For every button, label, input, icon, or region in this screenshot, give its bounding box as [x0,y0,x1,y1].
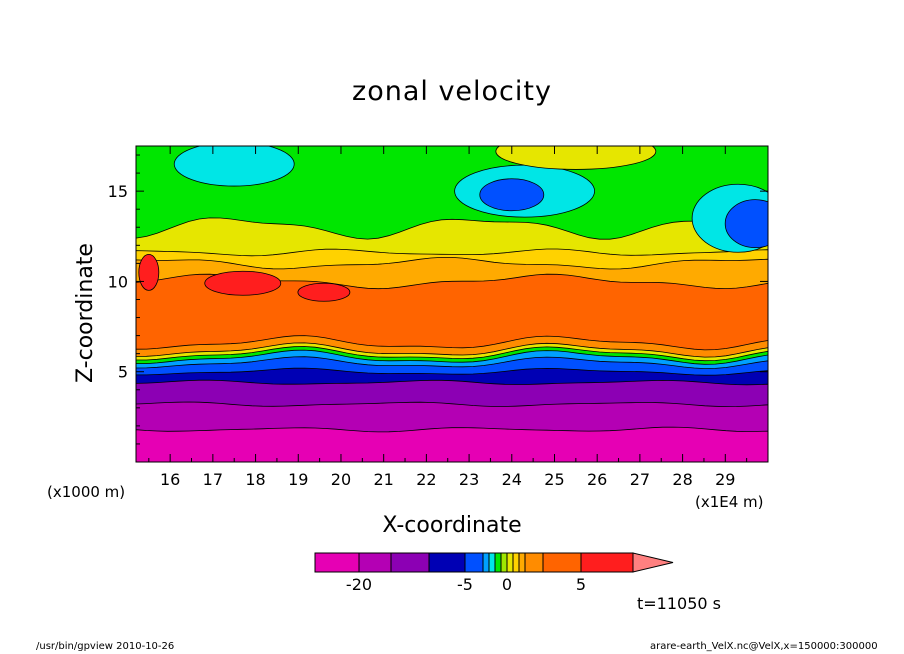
colorbar-segment [580,552,634,573]
field-blue-patch-center [479,178,545,212]
colorbar: -20 -5 0 5 [314,552,674,594]
colorbar-segment [524,552,544,573]
time-label: t=11050 s [637,594,721,613]
colorbar-segment [390,552,430,573]
y-tick-label: 10 [108,272,128,291]
y-tick-label: 5 [118,363,128,382]
colorbar-segment [518,552,526,573]
colorbar-segment [482,552,490,573]
plot-frame [135,145,769,463]
field-red-max-1 [204,270,282,296]
colorbar-tick-label: -20 [346,575,372,594]
colorbar-segment [358,552,392,573]
colorbar-segment [512,552,520,573]
x-tick-label: 26 [587,470,607,489]
y-axis-label: Z-coordinate [73,243,98,383]
x-tick-label: 18 [245,470,265,489]
colorbar-segment [314,552,360,573]
colorbar-tick-label: 5 [576,575,586,594]
x-tick-label: 25 [544,470,564,489]
colorbar-segment [428,552,466,573]
x-axis: 16 17 18 19 20 21 22 23 24 25 26 27 28 29 [148,146,748,489]
field-cyan-patch-left [173,146,295,187]
colorbar-segment [488,552,496,573]
field-red-max-2 [297,282,351,302]
colorbar-segment [500,552,508,573]
x-tick-label: 17 [203,470,223,489]
field-band-magenta [136,426,768,462]
colorbar-extend-arrow [632,552,674,573]
field-blue-patch-right [724,199,768,249]
y-unit-label: (x1000 m) [47,483,126,501]
x-tick-label: 21 [373,470,393,489]
field-red-max-3 [138,253,160,291]
x-unit-label: (x1E4 m) [695,493,764,511]
x-tick-label: 28 [672,470,692,489]
colorbar-segment [506,552,514,573]
x-tick-label: 22 [416,470,436,489]
chart-title: zonal velocity [352,76,552,107]
x-tick-label: 19 [288,470,308,489]
colorbar-segment [464,552,484,573]
footer-command: /usr/bin/gpview 2010-10-26 [36,641,175,652]
x-tick-label: 24 [502,470,522,489]
x-tick-label: 20 [331,470,351,489]
contour-field [136,146,768,462]
x-tick-label: 27 [630,470,650,489]
colorbar-tick-label: 0 [502,575,512,594]
colorbar-tick-label: -5 [457,575,473,594]
x-tick-label: 29 [715,470,735,489]
field-yellow-patch-top [495,146,657,170]
footer-source: arare-earth_VelX.nc@VelX,x=150000:300000 [650,641,878,652]
x-axis-label: X-coordinate [382,513,522,538]
colorbar-segment [494,552,502,573]
colorbar-segment [542,552,582,573]
x-tick-label: 23 [459,470,479,489]
x-tick-label: 16 [160,470,180,489]
y-tick-label: 15 [108,182,128,201]
y-axis: 5 10 15 [108,154,768,445]
